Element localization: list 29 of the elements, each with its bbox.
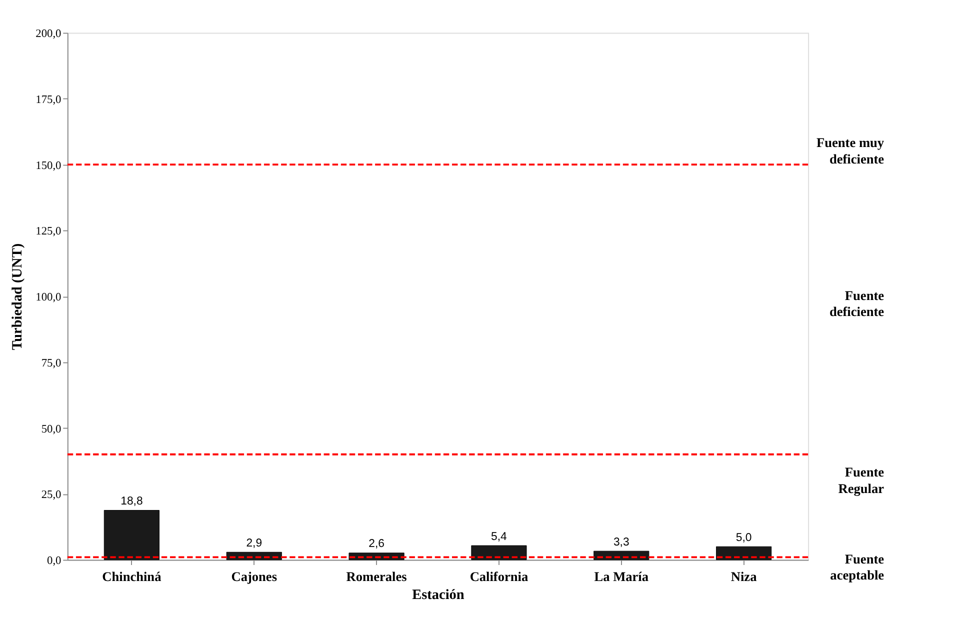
source-note: Fuente deficiente <box>829 288 884 320</box>
y-tick-label: 0,0 <box>47 555 62 568</box>
source-note: Fuente Regular <box>838 464 884 496</box>
data-label: 2,9 <box>246 537 262 550</box>
y-tick-label: 125,0 <box>36 226 62 238</box>
y-tick-label: 175,0 <box>36 94 62 106</box>
y-tick-label: 50,0 <box>41 423 62 436</box>
data-label: 3,3 <box>613 536 630 548</box>
x-tick-label: California <box>470 569 528 584</box>
bar <box>104 510 160 560</box>
source-note: Fuente aceptable <box>830 552 884 583</box>
y-tick-label: 100,0 <box>36 292 62 304</box>
x-tick-label: Cajones <box>231 569 277 584</box>
data-label: 5,0 <box>736 532 752 544</box>
x-tick-label: La María <box>594 569 649 584</box>
data-label: 2,6 <box>368 538 384 550</box>
x-tick-label: Chinchiná <box>102 569 162 584</box>
source-note: Fuente muy deficiente <box>816 135 884 166</box>
y-tick-label: 150,0 <box>36 160 62 172</box>
x-tick-label: Niza <box>730 569 758 584</box>
y-axis-title: Turbiedad (UNT) <box>9 243 26 350</box>
data-label: 18,8 <box>120 496 143 508</box>
y-tick-label: 75,0 <box>41 357 62 370</box>
x-tick-label: Romerales <box>346 569 407 584</box>
x-axis-title: Estación <box>412 587 464 604</box>
y-tick-label: 200,0 <box>36 28 62 40</box>
data-label: 5,4 <box>491 530 507 543</box>
y-tick-label: 25,0 <box>41 489 62 502</box>
bar <box>471 545 527 560</box>
